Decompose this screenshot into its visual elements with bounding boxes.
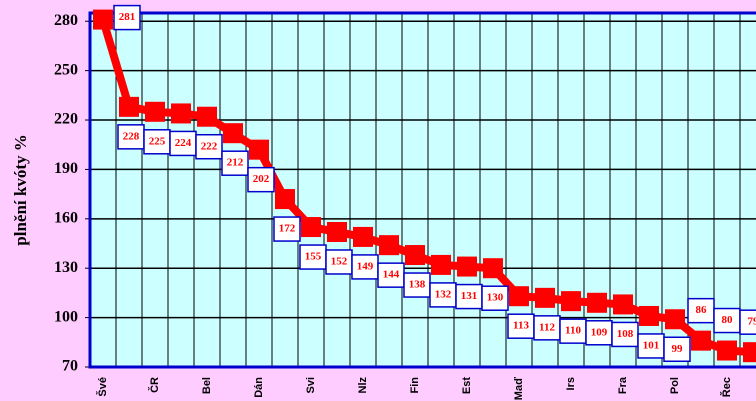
data-label: 130 <box>487 292 504 304</box>
data-point <box>405 245 425 266</box>
data-label: 138 <box>409 279 426 291</box>
data-point <box>327 221 347 242</box>
data-label: 86 <box>696 304 708 316</box>
x-tick-label: ČR <box>148 377 161 393</box>
data-point <box>275 189 295 210</box>
x-tick-label: Fra <box>617 376 629 394</box>
y-tick-label: 250 <box>54 61 78 78</box>
data-label-box <box>117 124 145 150</box>
data-point <box>613 294 633 315</box>
data-label: 108 <box>617 328 634 340</box>
y-tick-label: 190 <box>54 160 78 177</box>
data-label: 80 <box>722 314 734 326</box>
data-label-box <box>663 336 691 363</box>
x-tick-label: Řec <box>720 377 733 397</box>
data-point <box>301 217 321 238</box>
data-label: 101 <box>643 339 660 351</box>
data-point <box>353 226 373 247</box>
data-point <box>717 340 737 361</box>
data-label: 155 <box>305 251 322 263</box>
data-label: 222 <box>201 140 218 152</box>
x-tick-label: Maď <box>513 377 525 400</box>
data-label-box <box>113 4 141 31</box>
y-tick-label: 220 <box>54 111 78 128</box>
data-point <box>509 286 529 307</box>
data-point <box>691 330 711 351</box>
data-point <box>535 287 555 308</box>
x-tick-label: Švé <box>96 377 109 397</box>
data-label-box <box>169 130 197 157</box>
data-point <box>431 254 451 275</box>
data-label: 109 <box>591 326 608 338</box>
x-tick-label: Dán <box>253 377 265 398</box>
data-label-box <box>325 249 353 275</box>
data-label: 113 <box>513 320 529 332</box>
data-label-box <box>739 309 756 335</box>
data-label-box <box>195 133 223 160</box>
data-point <box>561 291 581 312</box>
data-label: 224 <box>175 137 192 149</box>
plot-border <box>88 11 756 369</box>
data-label-box <box>533 315 561 341</box>
y-tick-label: 100 <box>54 308 78 325</box>
data-point <box>249 139 269 160</box>
data-label-box <box>687 297 715 324</box>
data-label-box <box>455 283 483 310</box>
data-point <box>457 256 477 277</box>
data-label-box <box>403 272 431 298</box>
data-label-box <box>637 333 665 359</box>
data-label: 212 <box>227 157 244 169</box>
x-tick-label: Irs <box>565 377 577 390</box>
y-axis-label: plnění kvóty % <box>11 134 30 245</box>
data-label: 172 <box>279 223 296 235</box>
data-label-box <box>273 216 301 242</box>
data-label-box <box>221 150 249 176</box>
data-label: 225 <box>149 135 166 147</box>
data-point <box>197 106 217 127</box>
data-point <box>119 96 139 117</box>
data-label-box <box>247 166 275 193</box>
data-label: 99 <box>672 343 684 355</box>
y-tick-label: 280 <box>54 12 78 29</box>
x-tick-label: Svi <box>305 377 317 394</box>
data-point <box>93 9 113 30</box>
data-point <box>171 103 191 124</box>
data-label-box <box>481 285 509 311</box>
data-point <box>665 309 685 330</box>
data-label: 281 <box>119 11 136 23</box>
data-label-box <box>143 129 171 155</box>
x-tick-label: Pol <box>669 377 681 394</box>
data-label: 228 <box>123 130 140 142</box>
data-label: 79 <box>748 316 756 328</box>
data-label: 202 <box>253 173 270 185</box>
data-label: 152 <box>331 256 348 268</box>
data-point <box>145 101 165 122</box>
data-point <box>223 123 243 144</box>
data-point <box>587 292 607 313</box>
data-label: 131 <box>461 290 478 302</box>
x-tick-label: Est <box>461 377 473 394</box>
data-label: 110 <box>565 325 581 337</box>
data-label-box <box>429 282 457 308</box>
data-label-box <box>299 244 327 270</box>
data-label-box <box>351 254 379 280</box>
data-label: 149 <box>357 260 374 272</box>
data-point <box>743 342 756 363</box>
data-point <box>483 258 503 279</box>
data-point <box>639 305 659 326</box>
y-tick-label: 70 <box>62 358 78 375</box>
y-tick-label: 160 <box>54 209 78 226</box>
y-tick-label: 130 <box>54 259 78 276</box>
data-label: 144 <box>383 269 400 281</box>
data-label: 132 <box>435 288 452 300</box>
x-tick-label: Bel <box>201 377 213 394</box>
data-point <box>379 235 399 256</box>
data-label: 112 <box>539 321 555 333</box>
x-tick-label: Nlz <box>357 377 369 394</box>
x-tick-label: Fin <box>409 377 421 394</box>
